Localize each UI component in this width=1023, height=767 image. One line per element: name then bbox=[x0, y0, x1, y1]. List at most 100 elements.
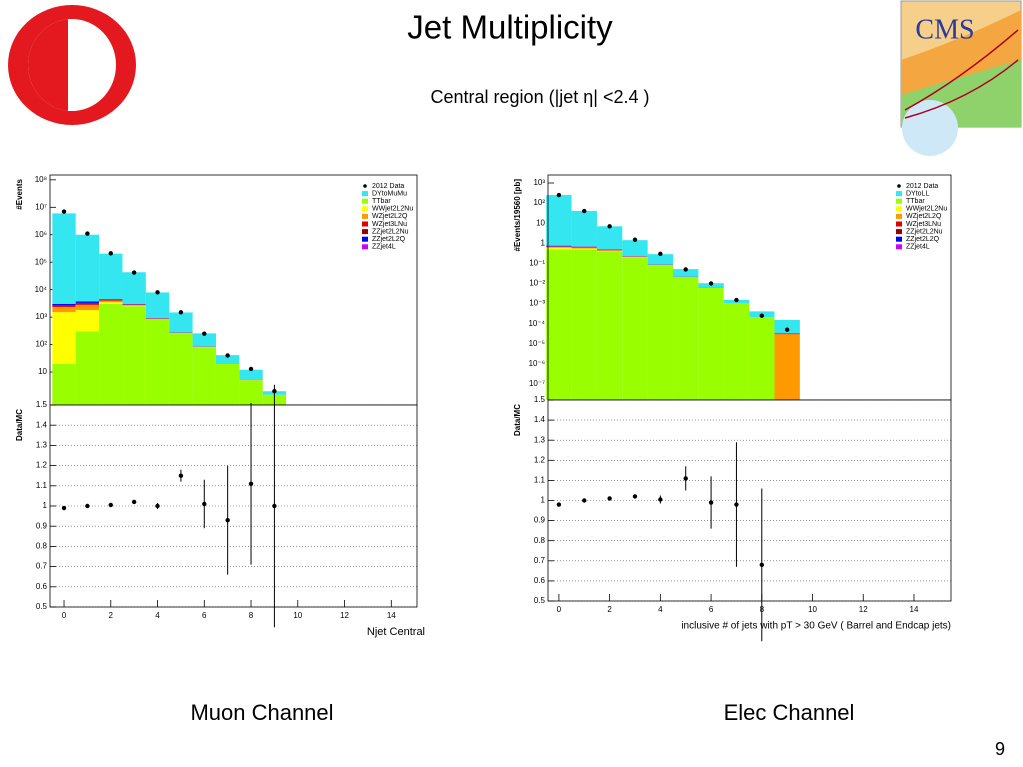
legend-label: WZjet2L2Q bbox=[372, 213, 408, 220]
bar-segment bbox=[75, 234, 100, 302]
bar-segment bbox=[75, 303, 100, 305]
data-point bbox=[658, 497, 663, 502]
data-point bbox=[225, 517, 230, 523]
data-point bbox=[202, 331, 207, 336]
bar-segment bbox=[122, 306, 146, 405]
data-point bbox=[734, 502, 739, 507]
y-tick-label: 0.5 bbox=[36, 602, 48, 611]
data-point bbox=[272, 503, 277, 509]
legend-swatch bbox=[896, 198, 902, 204]
bar-segment bbox=[75, 302, 100, 304]
bar-segment bbox=[99, 300, 123, 303]
page-number: 9 bbox=[995, 739, 1005, 759]
legend-swatch bbox=[362, 198, 368, 204]
slide-title: Jet Multiplicity bbox=[407, 9, 613, 46]
data-point bbox=[248, 481, 254, 486]
data-point bbox=[784, 327, 790, 332]
data-point bbox=[108, 502, 113, 508]
data-point bbox=[759, 313, 765, 318]
y-tick-label: 0.8 bbox=[36, 542, 48, 551]
x-axis-label: Njet Central bbox=[367, 626, 425, 638]
data-point bbox=[61, 209, 67, 214]
data-point bbox=[85, 231, 90, 236]
x-tick-label: 6 bbox=[202, 611, 207, 620]
data-point bbox=[683, 476, 688, 481]
y-tick-label: 10⁷ bbox=[35, 202, 47, 211]
data-point bbox=[607, 496, 612, 501]
y-axis-label: #Events bbox=[15, 178, 24, 209]
y-tick-label: 0.9 bbox=[36, 521, 48, 530]
y-tick-label: 10⁻² bbox=[529, 279, 545, 288]
legend-label: WWjet2L2Nu bbox=[372, 206, 413, 213]
bar-segment bbox=[622, 257, 648, 400]
x-tick-label: 10 bbox=[293, 611, 302, 620]
bar-segment bbox=[698, 287, 724, 400]
x-axis-label: inclusive # of jets with pT > 30 GeV ( B… bbox=[681, 621, 951, 632]
legend-label: DYtoMuMu bbox=[372, 190, 407, 197]
legend-label: DYtoLL bbox=[906, 190, 929, 197]
y-tick-label: 0.8 bbox=[534, 536, 546, 545]
y-tick-label: 1.2 bbox=[534, 455, 546, 464]
legend-label: ZZjet2L2Q bbox=[372, 236, 406, 243]
y-axis-label: #Events/19560 [pb] bbox=[513, 179, 522, 252]
legend-label: TTbar bbox=[372, 198, 391, 205]
data-point bbox=[155, 290, 160, 295]
y-tick-label: 1.1 bbox=[36, 481, 48, 490]
legend-swatch bbox=[896, 236, 902, 242]
legend-swatch bbox=[362, 221, 368, 227]
bar-segment bbox=[192, 347, 216, 405]
legend-marker bbox=[363, 184, 367, 188]
y-tick-label: 10² bbox=[35, 340, 47, 349]
y-tick-label: 10² bbox=[533, 198, 545, 207]
y-tick-label: 1.5 bbox=[36, 400, 48, 409]
data-point bbox=[582, 208, 587, 214]
y-tick-label: 1.3 bbox=[36, 441, 48, 450]
legend-swatch bbox=[896, 213, 902, 219]
bar-segment bbox=[571, 247, 597, 249]
bar-segment bbox=[673, 269, 699, 277]
legend-swatch bbox=[362, 229, 368, 235]
slide-subtitle: Central region (|jet η| <2.4 ) bbox=[431, 87, 650, 107]
bar-segment bbox=[647, 265, 674, 400]
data-point bbox=[202, 501, 207, 507]
data-point bbox=[248, 366, 254, 372]
bar-segment bbox=[647, 254, 674, 265]
caption: Muon Channel bbox=[190, 700, 333, 725]
bar-segment bbox=[546, 245, 572, 247]
legend-label: WWjet2L2Nu bbox=[906, 206, 947, 213]
data-point bbox=[108, 251, 113, 256]
y-tick-label: 10⁻⁷ bbox=[529, 379, 545, 388]
data-point bbox=[658, 251, 663, 257]
cms-logo-text: CMS bbox=[915, 14, 974, 45]
y-tick-label: 10⁻³ bbox=[529, 299, 545, 308]
y-tick-label: 10³ bbox=[35, 312, 47, 321]
bar-segment bbox=[145, 318, 170, 320]
y-tick-label: 1.5 bbox=[534, 395, 546, 404]
bar-segment bbox=[571, 249, 597, 400]
y-tick-label: 10⁻⁵ bbox=[529, 339, 545, 348]
legend-label: WZjet3LNu bbox=[906, 221, 941, 228]
data-point bbox=[607, 224, 612, 229]
y-tick-label: 10⁶ bbox=[35, 230, 47, 239]
legend-label: 2012 Data bbox=[906, 183, 938, 190]
data-point bbox=[61, 505, 67, 511]
bar-segment bbox=[99, 302, 123, 305]
data-point bbox=[85, 503, 90, 509]
bar-segment bbox=[596, 250, 623, 251]
bar-segment bbox=[571, 210, 597, 247]
bar-segment bbox=[596, 251, 623, 400]
bar-segment bbox=[215, 363, 240, 405]
bar-segment bbox=[52, 303, 76, 306]
data-point bbox=[556, 192, 562, 198]
legend-label: ZZjet2L2Q bbox=[906, 236, 940, 243]
metu-logo bbox=[8, 5, 136, 125]
y-axis-label: Data/MC bbox=[513, 404, 522, 436]
bar-segment bbox=[52, 306, 76, 308]
x-tick-label: 2 bbox=[607, 605, 612, 614]
y-tick-label: 0.5 bbox=[534, 596, 546, 605]
y-tick-label: 1.4 bbox=[36, 420, 48, 429]
y-tick-label: 0.7 bbox=[534, 556, 546, 565]
x-tick-label: 0 bbox=[62, 611, 67, 620]
bar-segment bbox=[75, 304, 100, 311]
x-tick-label: 4 bbox=[658, 605, 663, 614]
